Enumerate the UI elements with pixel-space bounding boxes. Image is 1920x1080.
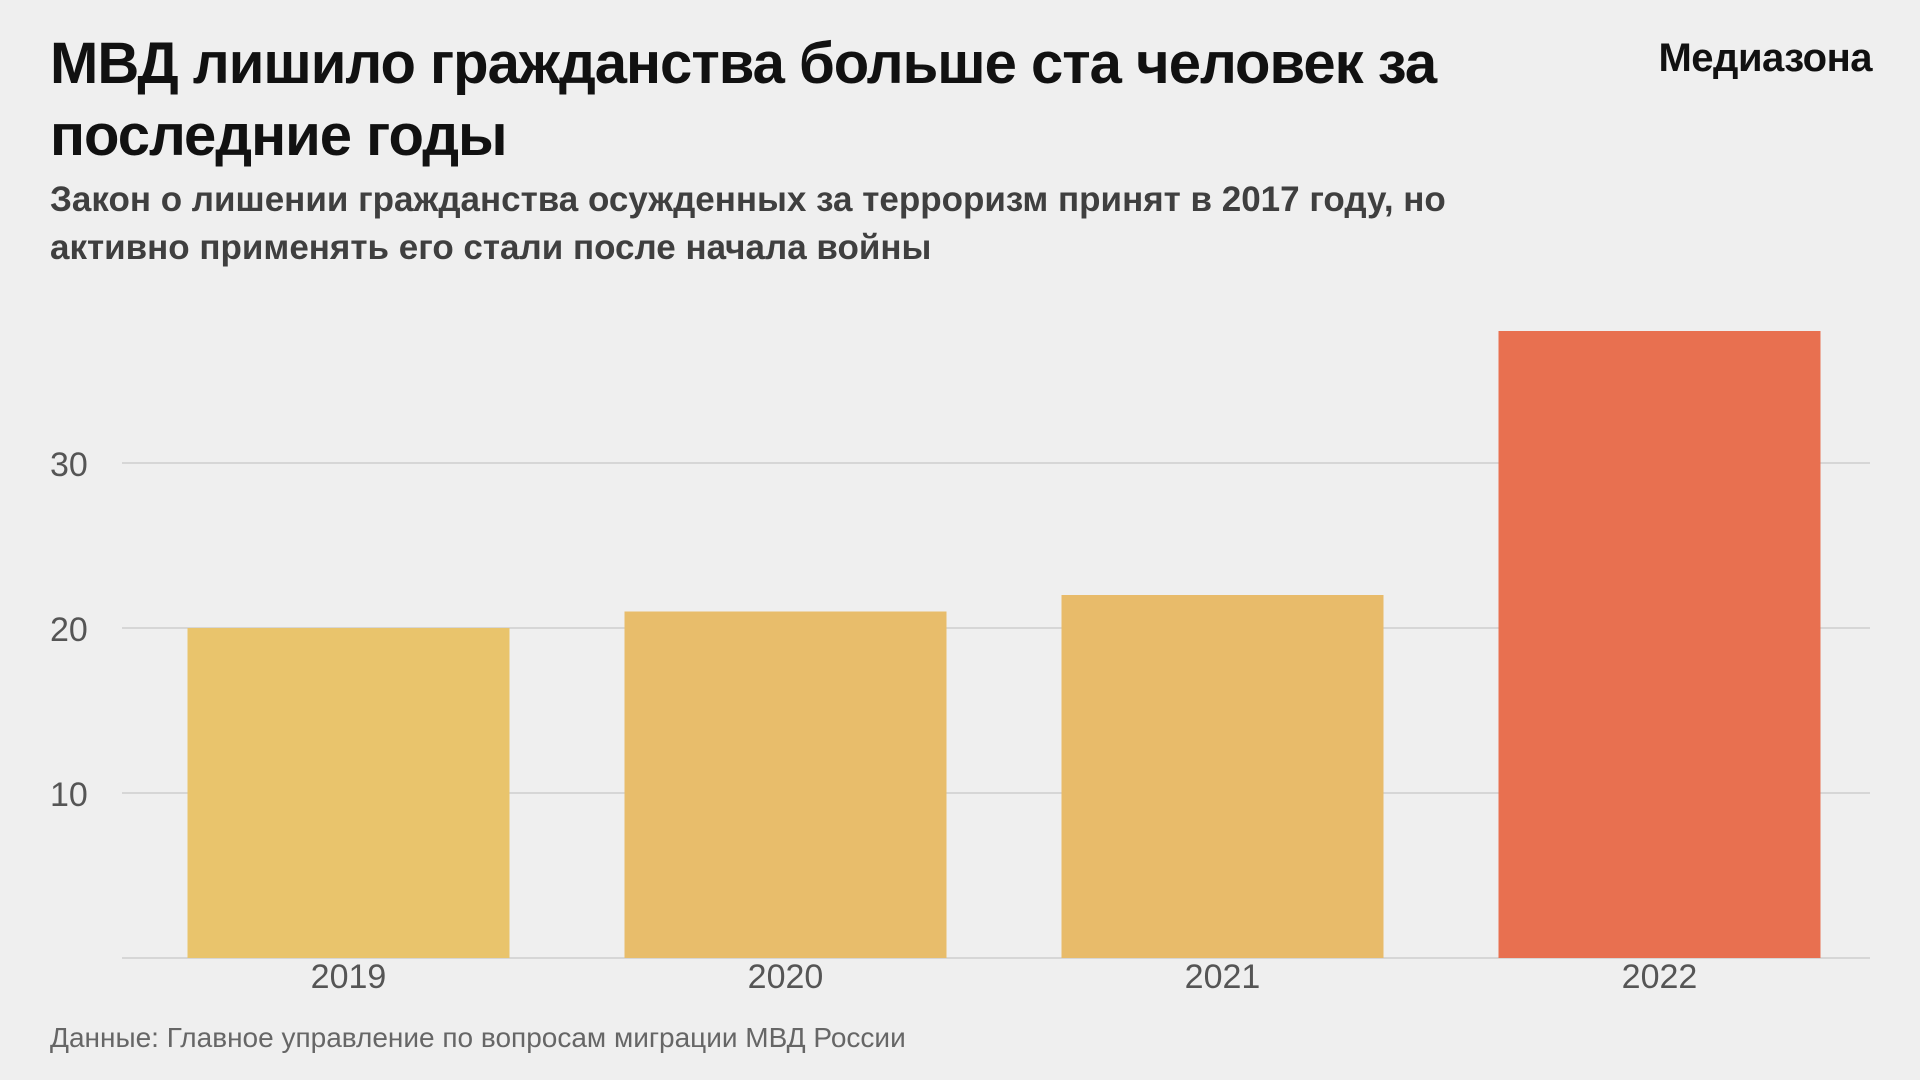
bar-2020	[624, 611, 947, 958]
x-tick-label: 2020	[748, 958, 824, 996]
x-tick-label: 2019	[311, 958, 387, 996]
data-source: Данные: Главное управление по вопросам м…	[50, 1022, 906, 1053]
chart-subtitle: Закон о лишении гражданства осужденных з…	[50, 180, 1446, 267]
bar-2019	[187, 628, 510, 958]
brand-logo: Медиазона	[1658, 36, 1872, 80]
bar-2022	[1498, 331, 1821, 958]
y-tick-label: 20	[50, 611, 88, 649]
x-tick-label: 2022	[1622, 958, 1698, 996]
bar-2021	[1061, 595, 1384, 958]
bars-layer	[187, 331, 1821, 958]
chart-title: МВД лишило гражданства больше ста челове…	[50, 31, 1437, 168]
y-tick-label: 10	[50, 776, 88, 814]
y-tick-label: 30	[50, 446, 88, 484]
x-tick-label: 2021	[1185, 958, 1261, 996]
labels-layer: 10 20 30 2019 2020 2021 2022	[50, 446, 1697, 996]
